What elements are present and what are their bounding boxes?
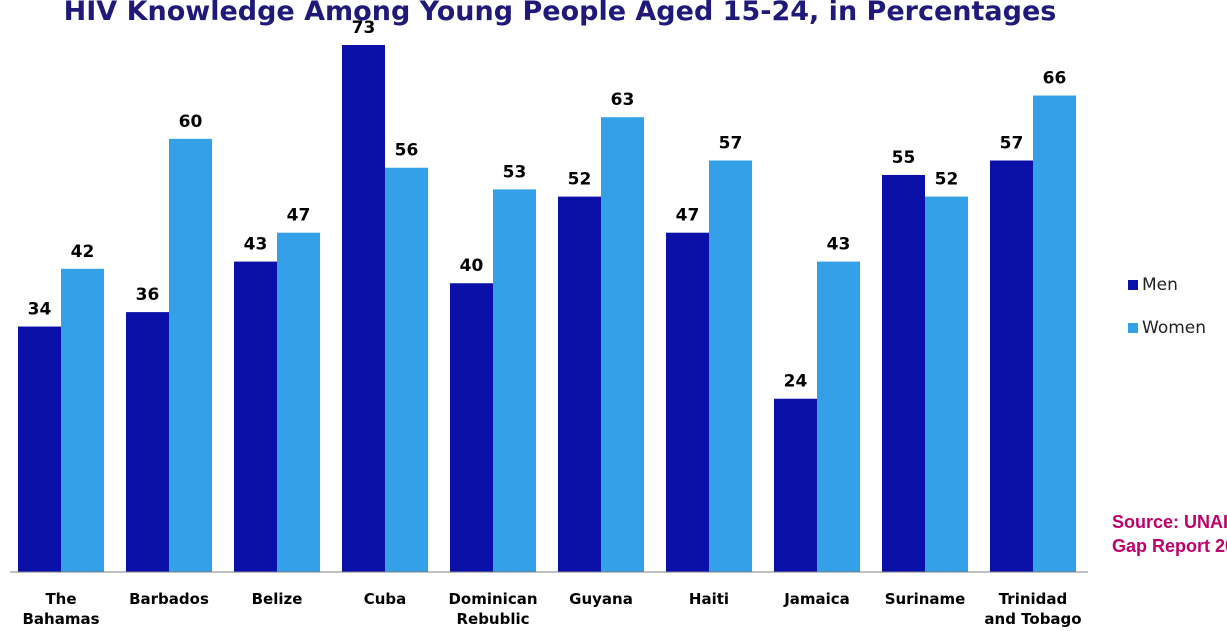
- value-label-women-9: 66: [1043, 69, 1067, 89]
- value-label-men-2: 43: [244, 235, 268, 255]
- category-label-0: The: [45, 590, 76, 608]
- bar-men-5: [558, 196, 601, 573]
- category-label-2: Belize: [252, 590, 303, 608]
- value-label-men-3: 73: [352, 18, 376, 38]
- bar-women-1: [169, 138, 212, 573]
- value-label-men-5: 52: [568, 170, 592, 190]
- bar-women-0: [61, 268, 104, 572]
- bar-men-6: [666, 232, 709, 573]
- category-label-0: Bahamas: [22, 610, 99, 628]
- value-label-women-6: 57: [719, 134, 743, 154]
- category-label-8: Suriname: [885, 590, 966, 608]
- category-label-4: Dominican: [448, 590, 537, 608]
- value-label-men-1: 36: [136, 285, 160, 305]
- bar-women-2: [277, 232, 320, 573]
- category-label-5: Guyana: [569, 590, 633, 608]
- bar-men-4: [450, 283, 493, 572]
- value-label-women-1: 60: [179, 112, 203, 132]
- value-label-men-8: 55: [892, 148, 916, 168]
- bar-men-0: [18, 326, 61, 572]
- value-label-men-4: 40: [460, 256, 484, 276]
- bar-women-7: [817, 261, 860, 572]
- legend-swatch-women: [1128, 323, 1138, 333]
- value-label-men-7: 24: [784, 372, 808, 392]
- category-label-7: Jamaica: [783, 590, 850, 608]
- value-label-women-8: 52: [935, 170, 959, 190]
- bar-women-4: [493, 189, 536, 573]
- legend: Men Women: [1128, 275, 1206, 338]
- category-label-1: Barbados: [129, 590, 209, 608]
- value-label-men-6: 47: [676, 206, 700, 226]
- bar-men-2: [234, 261, 277, 572]
- category-labels: The Bahamas Barbados Belize Cuba Dominican Reb…: [22, 590, 1081, 628]
- value-label-women-2: 47: [287, 206, 311, 226]
- value-label-women-5: 63: [611, 90, 635, 110]
- bar-women-5: [601, 117, 644, 573]
- value-label-women-7: 43: [827, 235, 851, 255]
- category-label-4: Rebublic: [456, 610, 529, 628]
- category-label-9: and Tobago: [984, 610, 1081, 628]
- bar-women-3: [385, 167, 428, 573]
- legend-label-women: Women: [1142, 318, 1206, 338]
- category-label-6: Haiti: [689, 590, 729, 608]
- bar-men-8: [882, 174, 925, 573]
- bar-women-9: [1033, 95, 1076, 573]
- chart-title: HIV Knowledge Among Young People Aged 15…: [64, 0, 1057, 27]
- value-label-women-3: 56: [395, 141, 419, 161]
- bar-women-8: [925, 196, 968, 573]
- value-labels: 34 42 36 60 43 47 73 56 40 53 52 63 47 57 24 43 55 52 57 66: [28, 18, 1067, 392]
- source-line-1: Gap Report 2014: [1112, 536, 1227, 556]
- bar-men-9: [990, 160, 1033, 573]
- value-label-women-4: 53: [503, 162, 527, 182]
- value-label-men-0: 34: [28, 300, 52, 320]
- bar-men-7: [774, 398, 817, 572]
- source-line-0: Source: UNAIDS: [1112, 512, 1227, 532]
- category-label-9: Trinidad: [999, 590, 1068, 608]
- value-label-women-0: 42: [71, 242, 95, 262]
- bar-men-1: [126, 312, 169, 572]
- legend-swatch-men: [1128, 280, 1138, 290]
- bars: [18, 45, 1076, 573]
- bar-women-6: [709, 160, 752, 573]
- value-label-men-9: 57: [1000, 134, 1024, 154]
- category-label-3: Cuba: [364, 590, 407, 608]
- source-note: Source: UNAIDS Gap Report 2014: [1112, 512, 1227, 556]
- legend-label-men: Men: [1142, 275, 1178, 295]
- bar-men-3: [342, 45, 385, 572]
